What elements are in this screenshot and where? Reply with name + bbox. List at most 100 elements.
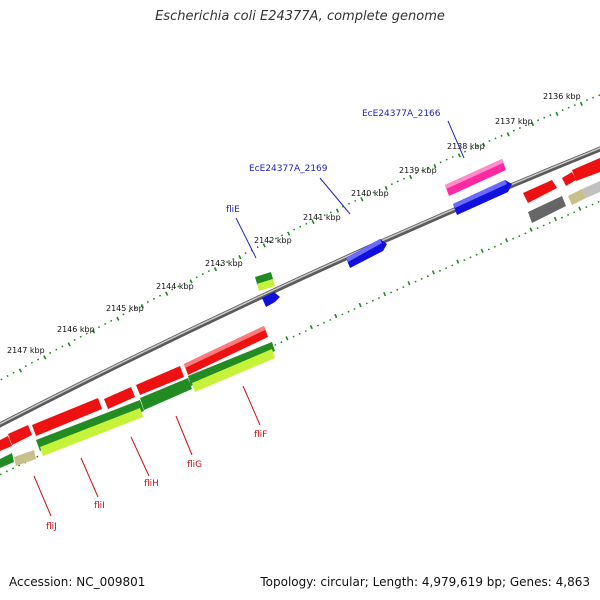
scale-tick — [268, 240, 271, 243]
scale-tick — [5, 470, 8, 473]
scale-tick — [598, 94, 600, 97]
gene-label-flig[interactable]: fliG — [187, 460, 202, 470]
scale-tick — [420, 277, 423, 280]
gene-feature-lightgreen-row[interactable] — [14, 349, 275, 466]
gene-label-flif[interactable]: fliF — [254, 430, 267, 440]
scale-tick — [128, 310, 131, 313]
scale-tick — [414, 280, 417, 283]
gene-label-flii[interactable]: fliI — [94, 501, 105, 511]
gene-label-flie[interactable]: fliE — [226, 205, 240, 215]
scale-tick — [262, 243, 266, 248]
scale-tick — [97, 326, 101, 329]
scale-tick — [529, 227, 533, 232]
gene-label-ece24377a-2166[interactable]: EcE24377A_2166 — [362, 109, 441, 119]
scale-tick — [49, 351, 52, 354]
scale-tick — [482, 142, 486, 147]
scale-tick — [110, 319, 113, 322]
scale-tick — [285, 336, 289, 341]
scale-tick — [421, 169, 424, 172]
scale-tick — [213, 267, 218, 272]
scale-tick — [140, 304, 144, 309]
scale-tick — [280, 341, 283, 344]
scale-tick — [36, 358, 40, 361]
gene-label-flih[interactable]: fliH — [144, 479, 159, 489]
scale-tick-labels: 2136 kbp 2137 kbp 2138 kbp 2139 kbp 2140… — [7, 92, 581, 355]
scale-tick — [476, 145, 479, 148]
scale-tick — [433, 163, 437, 169]
scale-tick — [518, 126, 521, 130]
scale-tick — [207, 270, 210, 273]
scale-tick — [24, 365, 27, 368]
gene-feature-magenta[interactable] — [445, 159, 506, 196]
scale-tick — [61, 345, 64, 348]
scale-tick — [323, 214, 326, 217]
scale-tick — [427, 166, 430, 169]
gene-label-flij[interactable]: fliJ — [46, 522, 57, 532]
tick-label-2146: 2146 kbp — [57, 325, 95, 334]
scale-tick — [463, 259, 466, 262]
scale-tick — [232, 258, 235, 261]
scale-tick — [536, 227, 539, 230]
gene-feature-flie[interactable] — [255, 272, 275, 291]
scale-tick — [512, 129, 515, 132]
scale-tick — [438, 269, 442, 272]
gene-feature-blue-2169[interactable] — [346, 239, 387, 268]
scale-tick — [480, 248, 484, 254]
scale-tick — [537, 119, 540, 122]
scale-tick — [567, 106, 570, 109]
scale-tick — [104, 322, 107, 325]
scale-tick — [287, 231, 291, 236]
scale-tick — [451, 155, 454, 158]
gene-label-ece24377a-2169[interactable]: EcE24377A_2169 — [249, 164, 328, 174]
scale-tick — [500, 134, 503, 137]
scale-tick — [524, 124, 528, 127]
scale-tick — [506, 132, 510, 137]
scale-tick — [0, 378, 3, 381]
gene-feature-blue-small[interactable] — [262, 292, 280, 307]
scale-tick — [494, 137, 497, 140]
gene-feature-red-upper-right[interactable] — [523, 158, 600, 203]
gene-feature-blue-2166[interactable] — [453, 180, 512, 215]
scale-tick — [384, 185, 388, 191]
forward-strand-genes — [255, 158, 600, 307]
tick-label-2136: 2136 kbp — [543, 92, 581, 101]
scale-tick — [360, 197, 364, 202]
scale-tick — [256, 246, 259, 249]
scale-tick — [457, 153, 461, 158]
scale-tick — [341, 313, 344, 316]
scale-tick — [18, 368, 23, 373]
scale-tick — [597, 200, 600, 203]
scale-tick — [390, 183, 393, 186]
scale-tick — [317, 216, 320, 220]
scale-tick — [555, 111, 559, 117]
scale-tick — [470, 147, 473, 150]
scale-tick — [177, 285, 180, 288]
scale-tick — [512, 237, 515, 240]
scale-tick — [396, 288, 399, 291]
scale-tick — [407, 281, 411, 286]
scale-tick — [134, 307, 137, 310]
outer-scale-ticks — [0, 94, 600, 381]
scale-tick — [365, 302, 368, 305]
scale-tick — [158, 294, 162, 297]
gene-feature-grey-right[interactable] — [528, 181, 600, 223]
scale-tick — [543, 116, 546, 119]
scale-tick — [396, 180, 399, 183]
tick-label-2138: 2138 kbp — [447, 142, 485, 151]
scale-tick — [171, 288, 174, 291]
scale-tick — [195, 276, 198, 279]
scale-tick — [499, 242, 503, 246]
scale-tick — [329, 318, 332, 321]
scale-tick — [445, 267, 448, 270]
scale-tick — [409, 174, 413, 180]
scale-tick — [524, 232, 527, 235]
scale-tick — [371, 299, 374, 302]
scale-tick — [487, 248, 490, 251]
scale-tick — [585, 99, 589, 102]
scale-tick — [390, 291, 393, 294]
scale-tick — [305, 222, 308, 225]
gene-feature-red-row[interactable] — [0, 326, 268, 451]
scale-tick — [79, 335, 82, 338]
